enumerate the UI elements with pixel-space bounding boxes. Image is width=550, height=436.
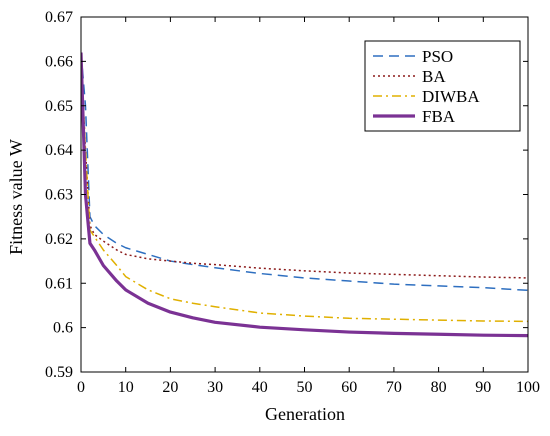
x-tick-label: 90: [475, 379, 491, 396]
x-tick-label: 30: [207, 379, 223, 396]
series-line-fba: [81, 52, 528, 338]
y-tick-label: 0.6: [53, 320, 73, 337]
x-tick-label: 10: [118, 379, 134, 396]
y-axis-title: Fitness value W: [6, 139, 26, 255]
y-tick-label: 0.61: [45, 275, 73, 292]
x-tick-label: 70: [386, 379, 402, 396]
y-tick-label: 0.59: [45, 364, 73, 381]
legend-label-fba: FBA: [422, 107, 456, 126]
series-layer: [81, 52, 528, 338]
x-tick-label: 0: [77, 379, 85, 396]
y-tick-label: 0.66: [45, 53, 73, 70]
x-tick-label: 100: [516, 379, 540, 396]
x-axis-title: Generation: [265, 404, 345, 424]
x-tick-label: 60: [341, 379, 357, 396]
x-tick-label: 80: [431, 379, 447, 396]
series-line-diwba: [81, 56, 528, 323]
x-tick-label: 50: [297, 379, 313, 396]
legend-label-ba: BA: [422, 67, 446, 86]
axes-layer: 0 10 20 30 40 50 60 70 80 90 100 0.59 0.6 0.61 0.62 0.6…: [45, 9, 540, 396]
y-tick-label: 0.62: [45, 231, 73, 248]
y-tick-label: 0.67: [45, 9, 73, 26]
legend-label-pso: PSO: [422, 47, 453, 66]
legend-label-diwba: DIWBA: [422, 87, 480, 106]
y-tick-label: 0.64: [45, 142, 73, 159]
x-tick-label: 40: [252, 379, 268, 396]
y-tick-label: 0.63: [45, 187, 73, 204]
x-tick-label: 20: [162, 379, 178, 396]
y-tick-label: 0.65: [45, 98, 73, 115]
